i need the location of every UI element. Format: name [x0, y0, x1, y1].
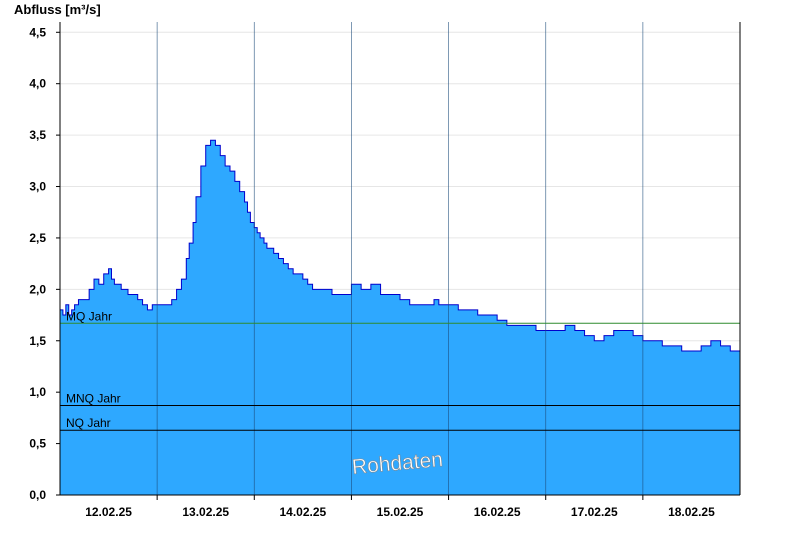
reference-lines: MQ Jahr MNQ Jahr NQ Jahr [60, 309, 740, 431]
y-ticks: 0,0 0,5 1,0 1,5 2,0 2,5 3,0 3,5 4,0 4,5 [29, 25, 60, 502]
reference-line-label: MNQ Jahr [66, 392, 121, 406]
y-tick-label: 2,5 [29, 231, 46, 245]
x-tick-label: 16.02.25 [474, 505, 521, 519]
x-tick-label: 15.02.25 [377, 505, 424, 519]
y-tick-label: 0,0 [29, 488, 46, 502]
x-tick-label: 13.02.25 [182, 505, 229, 519]
x-tick-label: 18.02.25 [668, 505, 715, 519]
y-tick-label: 4,0 [29, 77, 46, 91]
y-tick-label: 3,5 [29, 128, 46, 142]
x-tick-label: 14.02.25 [279, 505, 326, 519]
discharge-area [60, 140, 740, 495]
y-tick-label: 4,5 [29, 25, 46, 39]
axes [59, 22, 741, 496]
y-tick-label: 1,5 [29, 334, 46, 348]
reference-line-label: NQ Jahr [66, 416, 111, 430]
x-tick-label: 12.02.25 [85, 505, 132, 519]
y-tick-label: 0,5 [29, 437, 46, 451]
y-tick-label: 1,0 [29, 385, 46, 399]
y-tick-label: 2,0 [29, 282, 46, 296]
discharge-line [60, 139, 740, 352]
x-tick-label: 17.02.25 [571, 505, 618, 519]
y-axis-label: Abfluss [m³/s] [14, 2, 101, 17]
x-ticks: 12.02.25 13.02.25 14.02.25 15.02.25 16.02.25… [85, 495, 715, 519]
y-tick-label: 3,0 [29, 180, 46, 194]
reference-line-label: MQ Jahr [66, 309, 112, 323]
day-separator-lines [156, 22, 644, 495]
